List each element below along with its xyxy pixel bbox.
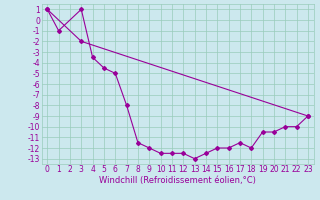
- X-axis label: Windchill (Refroidissement éolien,°C): Windchill (Refroidissement éolien,°C): [99, 176, 256, 185]
